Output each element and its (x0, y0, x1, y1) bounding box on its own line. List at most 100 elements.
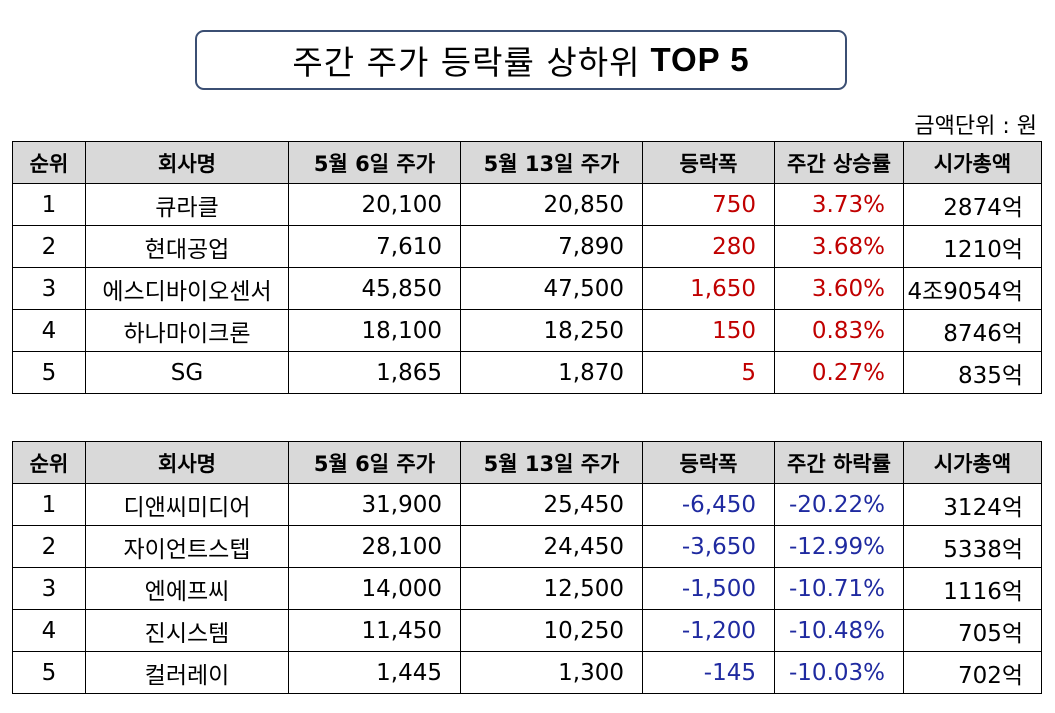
header-company: 회사명 (85, 441, 289, 484)
cell-rate: 3.68% (774, 225, 904, 268)
cell-market-cap: 1210억 (903, 225, 1042, 268)
cell-rank: 5 (12, 651, 86, 694)
header-change: 등락폭 (642, 141, 775, 184)
header-price-may13: 5월 13일 주가 (460, 441, 643, 484)
cell-rank: 5 (12, 351, 86, 394)
cell-company: 자이언트스텝 (85, 525, 289, 568)
cell-company: 큐라클 (85, 183, 289, 226)
cell-rate: -12.99% (774, 525, 904, 568)
page-title: 주간 주가 등락률 상하위 TOP 5 (195, 30, 847, 90)
cell-price-may6: 1,445 (288, 651, 461, 694)
cell-change: 150 (642, 309, 775, 352)
cell-change: -1,500 (642, 567, 775, 610)
cell-company: 현대공업 (85, 225, 289, 268)
cell-change: 1,650 (642, 267, 775, 310)
table-row: 1 큐라클 20,100 20,850 750 3.73% 2874억 (12, 183, 1042, 226)
cell-rate: -10.48% (774, 609, 904, 652)
header-rank: 순위 (12, 141, 86, 184)
table-row: 3 에스디바이오센서 45,850 47,500 1,650 3.60% 4조9… (12, 267, 1042, 310)
table-row: 5 SG 1,865 1,870 5 0.27% 835억 (12, 351, 1042, 394)
table-row: 4 하나마이크론 18,100 18,250 150 0.83% 8746억 (12, 309, 1042, 352)
cell-market-cap: 702억 (903, 651, 1042, 694)
title-emphasis: TOP 5 (650, 41, 750, 78)
header-rate: 주간 하락률 (774, 441, 904, 484)
cell-rank: 3 (12, 567, 86, 610)
rise-table: 순위 회사명 5월 6일 주가 5월 13일 주가 등락폭 주간 상승률 시가총… (12, 141, 1042, 394)
table-row: 4 진시스템 11,450 10,250 -1,200 -10.48% 705억 (12, 609, 1042, 652)
cell-rate: -20.22% (774, 483, 904, 526)
header-rank: 순위 (12, 441, 86, 484)
title-text: 주간 주가 등락률 상하위 (292, 43, 641, 82)
fall-table: 순위 회사명 5월 6일 주가 5월 13일 주가 등락폭 주간 하락률 시가총… (12, 441, 1042, 694)
table-row: 3 엔에프씨 14,000 12,500 -1,500 -10.71% 1116… (12, 567, 1042, 610)
cell-price-may6: 45,850 (288, 267, 461, 310)
cell-change: -3,650 (642, 525, 775, 568)
cell-change: 5 (642, 351, 775, 394)
cell-price-may6: 28,100 (288, 525, 461, 568)
unit-note: 금액단위 : 원 (914, 114, 1037, 139)
header-market-cap: 시가총액 (903, 441, 1042, 484)
header-rate: 주간 상승률 (774, 141, 904, 184)
cell-company: SG (85, 351, 289, 394)
table-row: 5 컬러레이 1,445 1,300 -145 -10.03% 702억 (12, 651, 1042, 694)
cell-rate: 3.60% (774, 267, 904, 310)
cell-change: -1,200 (642, 609, 775, 652)
cell-price-may13: 47,500 (460, 267, 643, 310)
cell-company: 진시스템 (85, 609, 289, 652)
table-header-row: 순위 회사명 5월 6일 주가 5월 13일 주가 등락폭 주간 하락률 시가총… (12, 441, 1042, 484)
header-price-may6: 5월 6일 주가 (288, 441, 461, 484)
cell-rank: 4 (12, 609, 86, 652)
cell-rank: 1 (12, 183, 86, 226)
cell-price-may6: 31,900 (288, 483, 461, 526)
cell-company: 엔에프씨 (85, 567, 289, 610)
cell-price-may13: 25,450 (460, 483, 643, 526)
cell-market-cap: 3124억 (903, 483, 1042, 526)
cell-company: 에스디바이오센서 (85, 267, 289, 310)
cell-price-may6: 11,450 (288, 609, 461, 652)
cell-rate: 0.27% (774, 351, 904, 394)
cell-company: 컬러레이 (85, 651, 289, 694)
cell-price-may13: 10,250 (460, 609, 643, 652)
cell-price-may6: 14,000 (288, 567, 461, 610)
cell-company: 하나마이크론 (85, 309, 289, 352)
cell-market-cap: 835억 (903, 351, 1042, 394)
cell-market-cap: 8746억 (903, 309, 1042, 352)
header-market-cap: 시가총액 (903, 141, 1042, 184)
cell-price-may13: 1,300 (460, 651, 643, 694)
cell-rank: 2 (12, 225, 86, 268)
cell-market-cap: 2874억 (903, 183, 1042, 226)
cell-rank: 2 (12, 525, 86, 568)
cell-change: 280 (642, 225, 775, 268)
header-change: 등락폭 (642, 441, 775, 484)
cell-change: -145 (642, 651, 775, 694)
header-company: 회사명 (85, 141, 289, 184)
cell-rank: 3 (12, 267, 86, 310)
cell-price-may6: 7,610 (288, 225, 461, 268)
cell-rate: -10.71% (774, 567, 904, 610)
cell-price-may13: 20,850 (460, 183, 643, 226)
cell-rate: -10.03% (774, 651, 904, 694)
cell-rank: 4 (12, 309, 86, 352)
cell-change: -6,450 (642, 483, 775, 526)
cell-market-cap: 4조9054억 (903, 267, 1042, 310)
cell-price-may6: 20,100 (288, 183, 461, 226)
cell-company: 디앤씨미디어 (85, 483, 289, 526)
header-price-may13: 5월 13일 주가 (460, 141, 643, 184)
table-header-row: 순위 회사명 5월 6일 주가 5월 13일 주가 등락폭 주간 상승률 시가총… (12, 141, 1042, 184)
cell-price-may13: 1,870 (460, 351, 643, 394)
table-row: 2 현대공업 7,610 7,890 280 3.68% 1210억 (12, 225, 1042, 268)
cell-price-may13: 24,450 (460, 525, 643, 568)
cell-market-cap: 5338억 (903, 525, 1042, 568)
cell-rate: 3.73% (774, 183, 904, 226)
cell-rate: 0.83% (774, 309, 904, 352)
table-row: 1 디앤씨미디어 31,900 25,450 -6,450 -20.22% 31… (12, 483, 1042, 526)
cell-market-cap: 705억 (903, 609, 1042, 652)
cell-change: 750 (642, 183, 775, 226)
cell-rank: 1 (12, 483, 86, 526)
cell-price-may13: 18,250 (460, 309, 643, 352)
cell-market-cap: 1116억 (903, 567, 1042, 610)
cell-price-may6: 18,100 (288, 309, 461, 352)
cell-price-may13: 12,500 (460, 567, 643, 610)
header-price-may6: 5월 6일 주가 (288, 141, 461, 184)
table-row: 2 자이언트스텝 28,100 24,450 -3,650 -12.99% 53… (12, 525, 1042, 568)
